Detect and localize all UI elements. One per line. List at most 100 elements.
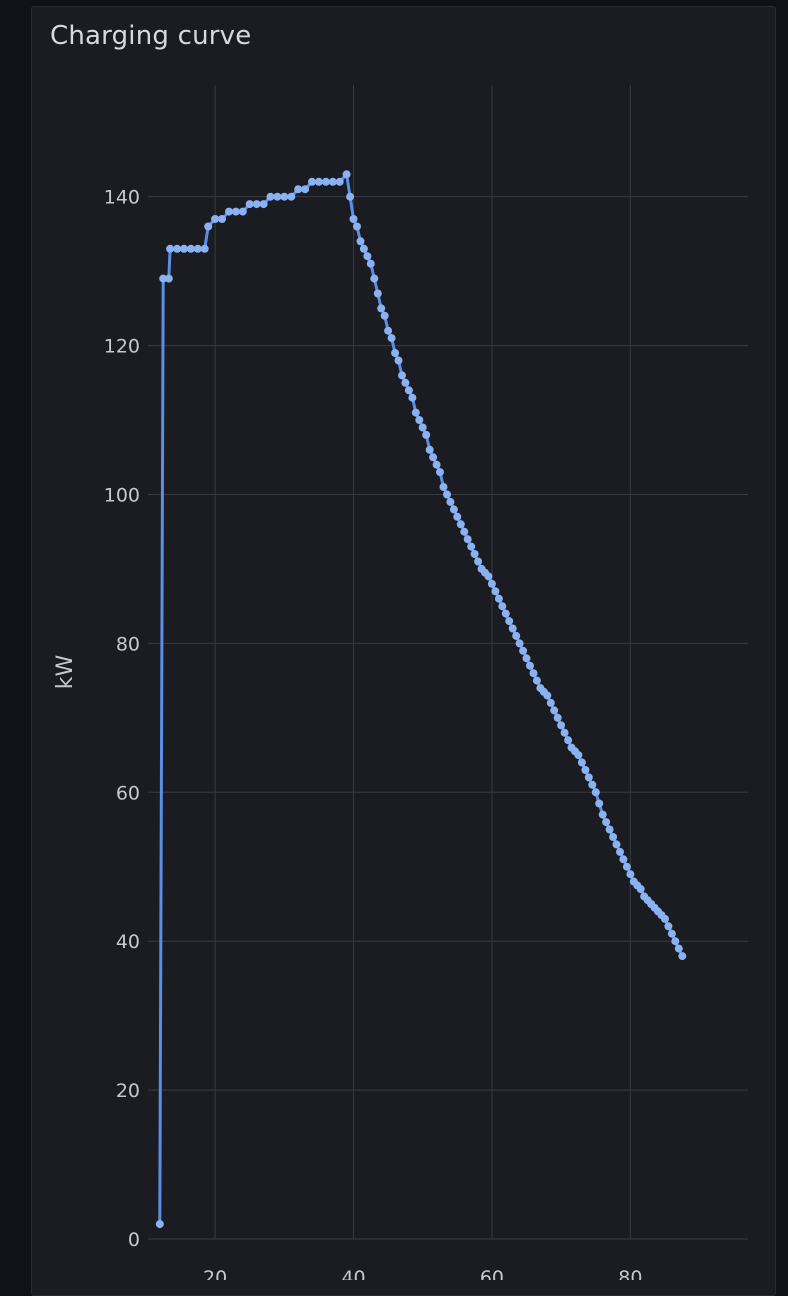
data-point bbox=[173, 244, 182, 253]
data-point bbox=[588, 780, 597, 789]
data-point bbox=[225, 207, 233, 216]
data-point bbox=[363, 252, 372, 261]
data-point bbox=[432, 460, 441, 469]
data-point bbox=[512, 631, 521, 640]
data-point bbox=[574, 751, 583, 760]
data-point bbox=[287, 192, 296, 201]
data-point bbox=[529, 669, 538, 678]
data-point bbox=[245, 200, 254, 209]
data-point bbox=[349, 215, 358, 223]
data-point bbox=[487, 579, 496, 588]
panel-title: Charging curve bbox=[50, 21, 252, 51]
x-tick-label: 40 bbox=[341, 1267, 365, 1280]
data-point bbox=[522, 654, 531, 663]
data-point bbox=[200, 244, 209, 253]
data-point bbox=[180, 244, 188, 253]
data-point bbox=[515, 639, 524, 648]
data-point bbox=[519, 646, 528, 655]
grid bbox=[148, 85, 748, 1240]
data-point bbox=[321, 177, 330, 186]
data-point bbox=[494, 594, 503, 603]
data-point bbox=[356, 237, 365, 246]
data-point bbox=[598, 810, 607, 819]
data-point bbox=[159, 274, 168, 283]
data-point bbox=[456, 520, 465, 529]
data-point bbox=[391, 349, 400, 357]
data-point bbox=[526, 661, 534, 670]
y-tick-label: 40 bbox=[116, 931, 140, 953]
data-point bbox=[609, 833, 618, 841]
data-point bbox=[564, 736, 573, 745]
data-point bbox=[508, 624, 517, 633]
data-point bbox=[467, 542, 476, 551]
data-point bbox=[380, 311, 389, 320]
data-point bbox=[301, 185, 310, 194]
data-point bbox=[436, 468, 444, 477]
data-point bbox=[463, 535, 472, 544]
data-point bbox=[667, 929, 676, 938]
data-point bbox=[231, 207, 240, 216]
data-point bbox=[404, 386, 413, 395]
data-point bbox=[439, 483, 448, 491]
data-point bbox=[394, 356, 403, 365]
data-point bbox=[280, 192, 289, 201]
data-point bbox=[328, 177, 337, 186]
data-point bbox=[238, 207, 247, 216]
data-point bbox=[186, 244, 195, 253]
data-point bbox=[401, 378, 410, 387]
data-point bbox=[453, 512, 462, 521]
data-point bbox=[408, 393, 417, 402]
data-point bbox=[661, 914, 669, 923]
y-tick-label: 80 bbox=[116, 633, 140, 655]
data-point bbox=[259, 200, 268, 209]
data-point bbox=[449, 505, 458, 514]
data-point bbox=[443, 490, 451, 499]
data-point bbox=[204, 222, 213, 231]
data-point bbox=[546, 698, 555, 707]
data-point bbox=[612, 840, 621, 849]
data-point bbox=[602, 818, 611, 827]
data-point bbox=[373, 289, 382, 298]
series-line bbox=[158, 172, 684, 1226]
data-point bbox=[636, 885, 645, 894]
data-point bbox=[387, 334, 396, 343]
data-point bbox=[384, 326, 393, 335]
y-tick-label: 140 bbox=[104, 187, 140, 209]
data-point bbox=[166, 244, 175, 253]
data-point bbox=[377, 304, 386, 313]
data-point bbox=[211, 215, 220, 223]
data-point bbox=[674, 944, 683, 953]
data-point bbox=[193, 244, 202, 253]
data-point bbox=[398, 371, 406, 380]
data-point bbox=[622, 862, 631, 871]
data-point bbox=[501, 609, 510, 618]
data-point bbox=[619, 855, 628, 864]
data-point bbox=[543, 691, 552, 700]
data-point bbox=[342, 170, 351, 179]
data-point bbox=[429, 453, 438, 462]
data-point bbox=[252, 200, 261, 209]
data-point bbox=[678, 952, 687, 961]
series bbox=[155, 170, 687, 1229]
data-point bbox=[218, 215, 226, 223]
x-tick-label: 60 bbox=[480, 1267, 504, 1280]
y-axis-label: kW bbox=[53, 655, 78, 690]
data-point bbox=[446, 497, 455, 506]
data-point bbox=[616, 847, 624, 856]
data-point bbox=[664, 922, 673, 931]
data-point bbox=[346, 192, 355, 201]
data-point bbox=[491, 587, 500, 596]
data-point bbox=[370, 274, 379, 283]
data-point bbox=[560, 728, 569, 737]
data-point bbox=[532, 676, 541, 685]
data-point bbox=[470, 550, 479, 558]
y-tick-label: 60 bbox=[116, 782, 140, 804]
data-point bbox=[418, 423, 427, 432]
data-point bbox=[353, 222, 361, 231]
x-tick-label: 80 bbox=[618, 1267, 642, 1280]
data-point bbox=[474, 557, 483, 566]
data-point bbox=[460, 527, 469, 536]
data-point bbox=[294, 185, 303, 194]
data-point bbox=[484, 572, 493, 581]
